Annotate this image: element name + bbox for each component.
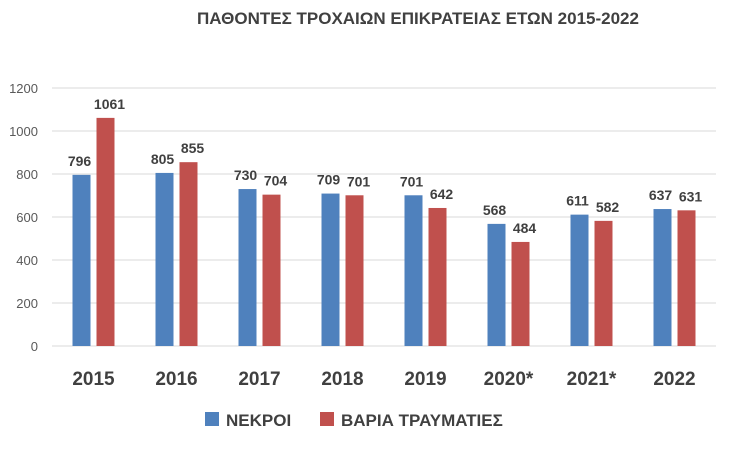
y-tick-label: 600 bbox=[16, 210, 38, 225]
data-label: 568 bbox=[483, 202, 507, 218]
data-label: 796 bbox=[68, 153, 92, 169]
data-label: 1061 bbox=[94, 96, 125, 112]
bar-nekroi bbox=[653, 209, 672, 346]
data-label: 709 bbox=[317, 172, 341, 188]
x-tick-label: 2018 bbox=[321, 369, 363, 390]
data-label: 611 bbox=[566, 193, 589, 209]
bar-varia-travmaties bbox=[677, 210, 696, 346]
y-tick-label: 0 bbox=[31, 339, 38, 354]
data-label: 701 bbox=[400, 173, 424, 189]
y-tick-label: 1000 bbox=[9, 124, 38, 139]
bar-nekroi bbox=[72, 174, 91, 346]
y-tick-label: 400 bbox=[16, 253, 38, 268]
legend-label: ΝΕΚΡΟΙ bbox=[226, 411, 291, 430]
bar-nekroi bbox=[321, 193, 340, 346]
bar-varia-travmaties bbox=[96, 117, 115, 346]
data-label: 631 bbox=[679, 188, 703, 204]
bar-nekroi bbox=[570, 214, 589, 346]
data-label: 855 bbox=[181, 140, 205, 156]
data-label: 701 bbox=[347, 173, 371, 189]
data-label: 642 bbox=[430, 186, 454, 202]
data-label: 704 bbox=[264, 173, 288, 189]
y-tick-label: 1200 bbox=[9, 81, 38, 96]
legend-swatch bbox=[205, 412, 219, 426]
bar-varia-travmaties bbox=[179, 162, 198, 346]
data-label: 637 bbox=[649, 187, 673, 203]
chart-title: ΠΑΘΟΝΤΕΣ ΤΡΟΧΑΙΩΝ ΕΠΙΚΡΑΤΕΙΑΣ ΕΤΩΝ 2015-… bbox=[197, 9, 639, 28]
x-tick-label: 2021* bbox=[567, 369, 617, 390]
y-tick-label: 200 bbox=[16, 296, 38, 311]
x-tick-label: 2019 bbox=[404, 369, 446, 390]
data-label: 805 bbox=[151, 151, 175, 167]
x-tick-label: 2017 bbox=[238, 369, 280, 390]
x-tick-label: 2016 bbox=[155, 369, 197, 390]
bar-nekroi bbox=[155, 172, 174, 346]
x-tick-label: 2020* bbox=[484, 369, 534, 390]
y-tick-label: 800 bbox=[16, 167, 38, 182]
bar-nekroi bbox=[404, 195, 423, 346]
bar-nekroi bbox=[487, 223, 506, 346]
x-tick-label: 2015 bbox=[72, 369, 115, 390]
bar-varia-travmaties bbox=[345, 195, 364, 346]
bar-varia-travmaties bbox=[428, 207, 447, 346]
bar-varia-travmaties bbox=[511, 241, 530, 346]
x-tick-label: 2022 bbox=[653, 369, 695, 390]
data-label: 582 bbox=[596, 199, 620, 215]
bar-varia-travmaties bbox=[262, 194, 281, 346]
data-label: 730 bbox=[234, 167, 258, 183]
legend-label: ΒΑΡΙΑ ΤΡΑΥΜΑΤΙΕΣ bbox=[341, 411, 503, 430]
legend-swatch bbox=[320, 412, 334, 426]
data-label: 484 bbox=[513, 220, 537, 236]
bar-varia-travmaties bbox=[594, 220, 613, 346]
bar-nekroi bbox=[238, 189, 257, 346]
